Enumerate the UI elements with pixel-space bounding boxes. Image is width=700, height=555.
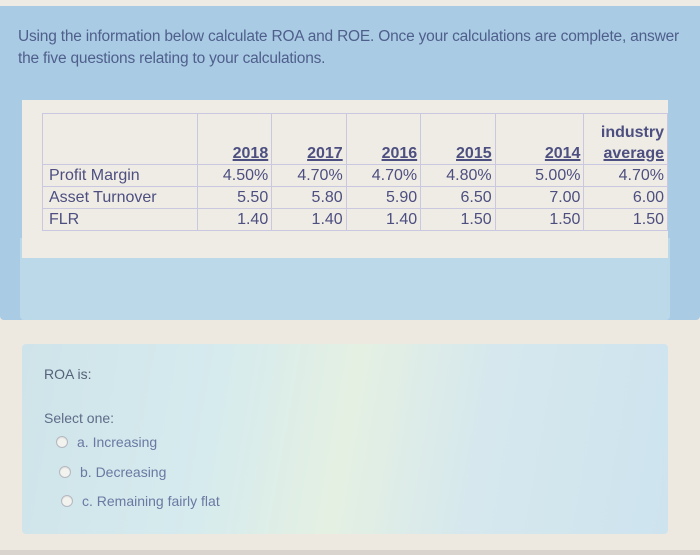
header-2016: 2016 (345, 113, 422, 165)
select-one-label: Select one: (44, 410, 115, 426)
cell: 1.50 (583, 208, 668, 231)
header-2018: 2018 (196, 113, 273, 165)
radio-button-icon[interactable] (56, 436, 68, 448)
instructions-text: Using the information below calculate RO… (18, 28, 679, 67)
cell: 5.50 (196, 186, 273, 209)
cell: 4.70% (345, 164, 422, 187)
cell: 6.50 (420, 186, 496, 209)
header-2017: 2017 (271, 113, 347, 165)
cell: 6.00 (583, 186, 668, 209)
cell: 1.40 (345, 208, 422, 231)
cell: 1.50 (420, 208, 496, 231)
header-2014: 2014 (494, 113, 585, 165)
row-label-profit-margin: Profit Margin (42, 164, 198, 187)
bottom-edge (0, 550, 700, 555)
table-header-row: 2018 2017 2016 2015 2014 industry average (42, 113, 668, 165)
header-industry-average: industry average (583, 113, 668, 165)
cell: 4.70% (583, 164, 668, 187)
table-row: Asset Turnover 5.50 5.80 5.90 6.50 7.00 … (42, 186, 668, 209)
cell: 5.90 (345, 186, 422, 209)
question-panel: ROA is: Select one: a. Increasing b. Dec… (22, 344, 668, 534)
option-a-increasing[interactable]: a. Increasing (56, 432, 157, 452)
radio-button-icon[interactable] (59, 466, 71, 478)
cell: 1.40 (271, 208, 347, 231)
table-row: Profit Margin 4.50% 4.70% 4.70% 4.80% 5.… (42, 164, 668, 187)
cell: 5.80 (271, 186, 347, 209)
cell: 5.00% (494, 164, 585, 187)
cell: 1.40 (196, 208, 273, 231)
row-label-asset-turnover: Asset Turnover (42, 186, 198, 209)
ratio-table: 2018 2017 2016 2015 2014 industry average… (42, 113, 668, 231)
option-label: b. Decreasing (80, 464, 167, 480)
top-edge (0, 0, 700, 8)
cell: 4.80% (420, 164, 496, 187)
cell: 1.50 (494, 208, 585, 231)
header-empty (42, 113, 198, 165)
radio-button-icon[interactable] (61, 495, 73, 507)
option-label: c. Remaining fairly flat (82, 493, 220, 509)
cell: 4.50% (196, 164, 273, 187)
question-text: ROA is: (44, 366, 92, 382)
info-panel: Using the information below calculate RO… (0, 6, 700, 320)
row-label-flr: FLR (42, 208, 198, 231)
header-2015: 2015 (420, 113, 496, 165)
cell: 7.00 (494, 186, 585, 209)
option-label: a. Increasing (77, 434, 158, 450)
table-row: FLR 1.40 1.40 1.40 1.50 1.50 1.50 (42, 208, 668, 231)
option-c-remaining-flat[interactable]: c. Remaining fairly flat (61, 491, 220, 511)
cell: 4.70% (271, 164, 347, 187)
data-table-card: 2018 2017 2016 2015 2014 industry average… (22, 100, 668, 258)
option-b-decreasing[interactable]: b. Decreasing (59, 462, 166, 482)
